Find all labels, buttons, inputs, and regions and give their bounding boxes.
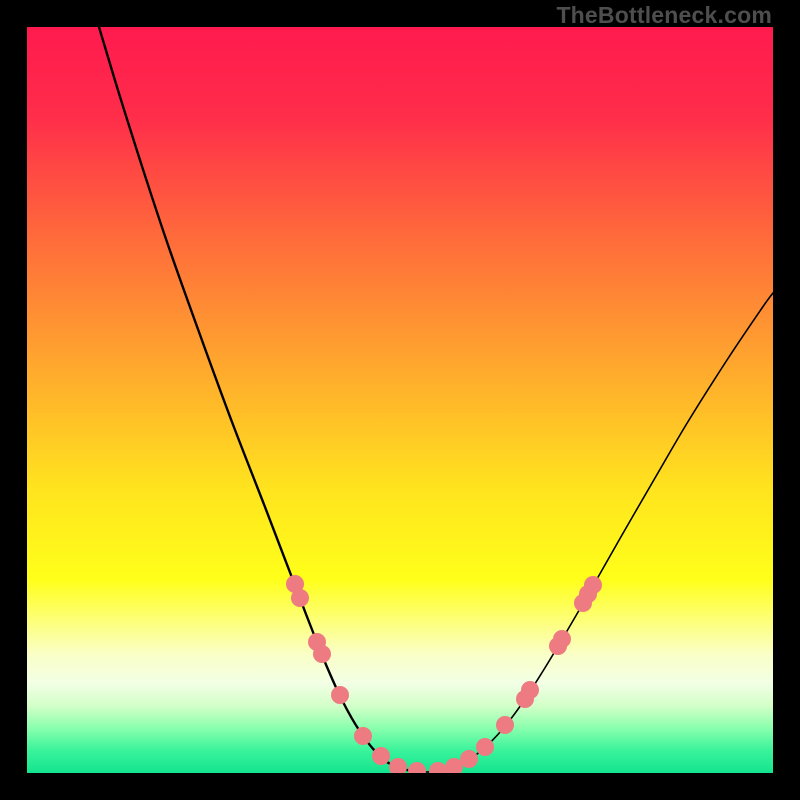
- data-marker: [521, 681, 539, 699]
- chart-svg: [27, 27, 773, 773]
- data-marker: [496, 716, 514, 734]
- data-marker: [313, 645, 331, 663]
- data-marker: [553, 630, 571, 648]
- data-marker: [584, 576, 602, 594]
- data-marker: [372, 747, 390, 765]
- plot-area: [27, 27, 773, 773]
- data-marker: [354, 727, 372, 745]
- data-marker: [331, 686, 349, 704]
- data-marker: [291, 589, 309, 607]
- data-marker: [460, 750, 478, 768]
- watermark-text: TheBottleneck.com: [556, 2, 772, 29]
- gradient-background: [27, 27, 773, 773]
- chart-frame: TheBottleneck.com: [0, 0, 800, 800]
- data-marker: [476, 738, 494, 756]
